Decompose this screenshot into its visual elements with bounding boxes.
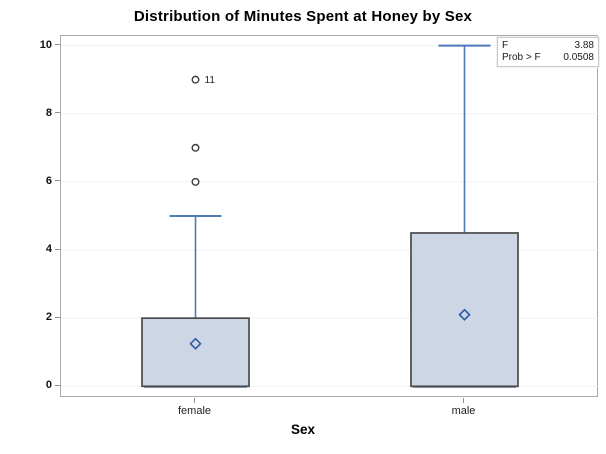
outlier-female-9 — [191, 75, 200, 84]
y-tick-label-0: 0 — [45, 379, 52, 392]
y-tick-label-6: 6 — [45, 174, 52, 187]
y-tickmark-10 — [55, 44, 60, 46]
y-tickmark-6 — [55, 180, 60, 182]
stats-value-f: 3.88 — [574, 40, 594, 51]
x-tickmark-male — [463, 398, 464, 403]
y-tick-label-10: 10 — [39, 38, 52, 51]
y-tickmark-2 — [55, 316, 60, 318]
stats-label-f: F — [502, 40, 509, 51]
stats-row-f: F 3.88 — [502, 40, 594, 52]
mean-marker-male — [458, 308, 471, 321]
boxplot-canvas: 11 — [61, 44, 599, 388]
stats-row-prob: Prob > F 0.0508 — [502, 52, 594, 64]
chart-title: Distribution of Minutes Spent at Honey b… — [133, 8, 473, 25]
y-tickmark-4 — [55, 248, 60, 250]
x-axis-label: Sex — [290, 422, 316, 437]
y-tick-label-4: 4 — [45, 243, 52, 256]
y-tickmark-0 — [55, 384, 60, 386]
outlier-female-7 — [191, 143, 200, 152]
outlier-female-6 — [191, 177, 200, 186]
y-tick-label-8: 8 — [45, 106, 52, 119]
mean-marker-female — [189, 337, 202, 350]
y-tick-label-2: 2 — [45, 311, 52, 324]
x-tick-label-female: female — [177, 405, 212, 417]
plot-area: 11 — [60, 35, 599, 397]
stats-label-prob: Prob > F — [502, 52, 541, 63]
x-tickmark-female — [194, 398, 195, 403]
anova-stats-box: F 3.88 Prob > F 0.0508 — [497, 37, 599, 67]
x-tick-label-male: male — [451, 405, 476, 417]
outlier-label-female-9: 11 — [205, 75, 216, 86]
y-tickmark-8 — [55, 112, 60, 114]
stats-value-prob: 0.0508 — [563, 52, 594, 63]
box-female — [141, 317, 250, 388]
